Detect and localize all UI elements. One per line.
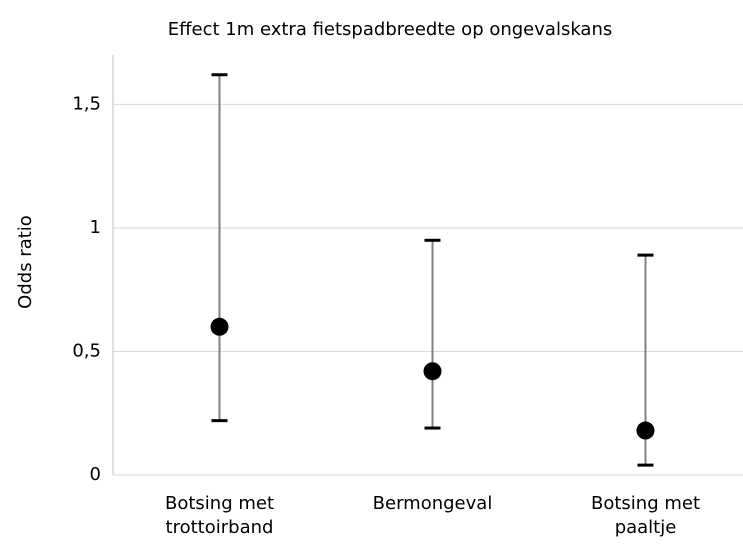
chart-title: Effect 1m extra fietspadbreedte op ongev… [168,19,613,40]
y-tick-label: 0 [90,464,101,485]
point [210,317,229,336]
point [423,362,442,381]
x-tick-label: Botsing met trottoirband [164,493,275,538]
x-tick-label: Bermongeval [372,493,493,514]
y-tick-label: 1,5 [72,93,101,114]
point [636,421,655,440]
y-tick-label: 0,5 [72,340,101,361]
y-axis-label: Odds ratio [15,215,36,309]
y-tick-label: 1 [90,217,101,238]
x-tick-label: Botsing met paaltje [590,493,701,538]
